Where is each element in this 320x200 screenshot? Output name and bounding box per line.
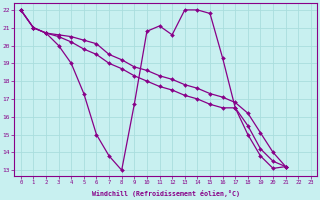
X-axis label: Windchill (Refroidissement éolien,°C): Windchill (Refroidissement éolien,°C) [92,190,240,197]
